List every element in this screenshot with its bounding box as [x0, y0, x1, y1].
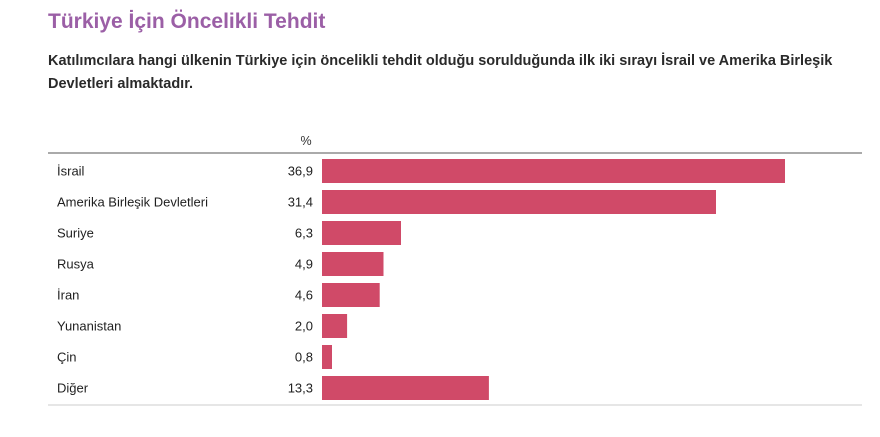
bar	[322, 159, 785, 183]
bar-rows: İsrail 36,9 Amerika Birleşik Devletleri 31,…	[57, 159, 785, 400]
category-label: Rusya	[57, 257, 95, 272]
bar	[322, 252, 384, 276]
category-label: İsrail	[57, 164, 85, 179]
category-label: Suriye	[57, 226, 94, 241]
value-label: 36,9	[288, 164, 313, 179]
category-label: Çin	[57, 350, 77, 365]
value-label: 4,9	[295, 257, 313, 272]
value-label: 31,4	[288, 195, 313, 210]
bar	[322, 221, 401, 245]
bar	[322, 345, 332, 369]
value-label: 6,3	[295, 226, 313, 241]
bar	[322, 283, 380, 307]
chart-subtitle: Katılımcılara hangi ülkenin Türkiye için…	[48, 53, 833, 92]
category-label: İran	[57, 288, 79, 303]
value-label: 4,6	[295, 288, 313, 303]
category-label: Amerika Birleşik Devletleri	[57, 195, 208, 210]
bar	[322, 190, 716, 214]
bar	[322, 376, 489, 400]
value-label: 0,8	[295, 350, 313, 365]
value-label: 2,0	[295, 319, 313, 334]
unit-label: %	[300, 134, 312, 148]
bar	[322, 314, 348, 338]
value-label: 13,3	[288, 381, 313, 396]
category-label: Diğer	[57, 381, 89, 396]
category-label: Yunanistan	[57, 319, 121, 334]
chart-title: Türkiye İçin Öncelikli Tehdit	[48, 10, 326, 33]
